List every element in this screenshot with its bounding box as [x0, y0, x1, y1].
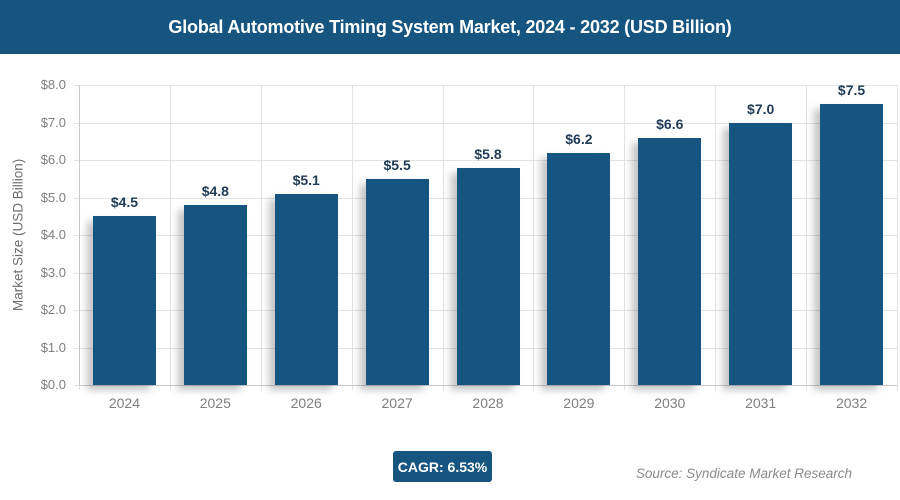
bar-value-label: $7.5: [837, 81, 866, 98]
y-tick-label: $1.0: [40, 339, 66, 355]
y-tick-label: $2.0: [40, 302, 66, 317]
bar-2030: [638, 137, 702, 385]
x-axis-line: [79, 385, 897, 386]
cagr-badge: CAGR: 6.53%: [393, 451, 492, 482]
x-tick-label: 2032: [835, 395, 868, 411]
x-tick-label: 2027: [381, 395, 413, 411]
bar-2029: [547, 152, 611, 385]
bar-2027: [365, 178, 429, 385]
x-tick-label: 2030: [654, 395, 686, 411]
bar-value-label: $7.0: [747, 100, 775, 117]
bar-value-label: $5.8: [474, 145, 502, 162]
bar-value-label: $6.2: [565, 130, 593, 147]
x-gridline: [806, 85, 808, 390]
y-gridline: [74, 122, 897, 124]
bar-value-label: $6.6: [656, 115, 684, 132]
bar-value-label: $4.5: [110, 194, 139, 211]
chart-title-bar: Global Automotive Timing System Market, …: [0, 0, 900, 54]
bar-2028: [456, 167, 520, 385]
y-tick-label: $0.0: [40, 377, 66, 392]
x-gridline: [533, 85, 535, 390]
y-tick-label: $4.0: [40, 227, 66, 242]
x-tick-label: 2024: [108, 395, 141, 411]
y-tick-label: $8.0: [40, 77, 66, 92]
source-attribution: Source: Syndicate Market Research: [635, 466, 852, 481]
y-gridline: [74, 85, 897, 86]
y-tick-label: $5.0: [40, 189, 66, 205]
x-gridline: [351, 85, 353, 390]
chart-title: Global Automotive Timing System Market, …: [168, 16, 732, 37]
x-tick-label: 2028: [472, 395, 504, 411]
x-gridline: [897, 85, 898, 390]
bar-2025: [183, 205, 247, 385]
y-tick-label: $3.0: [40, 264, 66, 280]
bar-2032: [820, 103, 884, 385]
bar-2026: [274, 193, 338, 385]
x-gridline: [442, 85, 444, 390]
x-tick-label: 2026: [290, 395, 322, 411]
y-gridline: [74, 160, 897, 161]
x-gridline: [715, 85, 717, 390]
x-tick-label: 2025: [199, 395, 231, 411]
x-gridline: [260, 85, 262, 390]
x-tick-label: 2031: [745, 395, 777, 411]
y-axis-line: [79, 85, 80, 385]
x-gridline: [169, 85, 171, 390]
bar-2024: [92, 216, 156, 385]
bar-value-label: $5.1: [292, 171, 320, 188]
y-tick-label: $7.0: [40, 114, 66, 130]
x-tick-label: 2029: [563, 395, 595, 411]
bar-value-label: $4.8: [201, 183, 229, 199]
bar-value-label: $5.5: [383, 156, 411, 173]
bar-2031: [729, 122, 793, 385]
x-gridline: [624, 85, 626, 390]
y-tick-label: $6.0: [40, 152, 66, 167]
